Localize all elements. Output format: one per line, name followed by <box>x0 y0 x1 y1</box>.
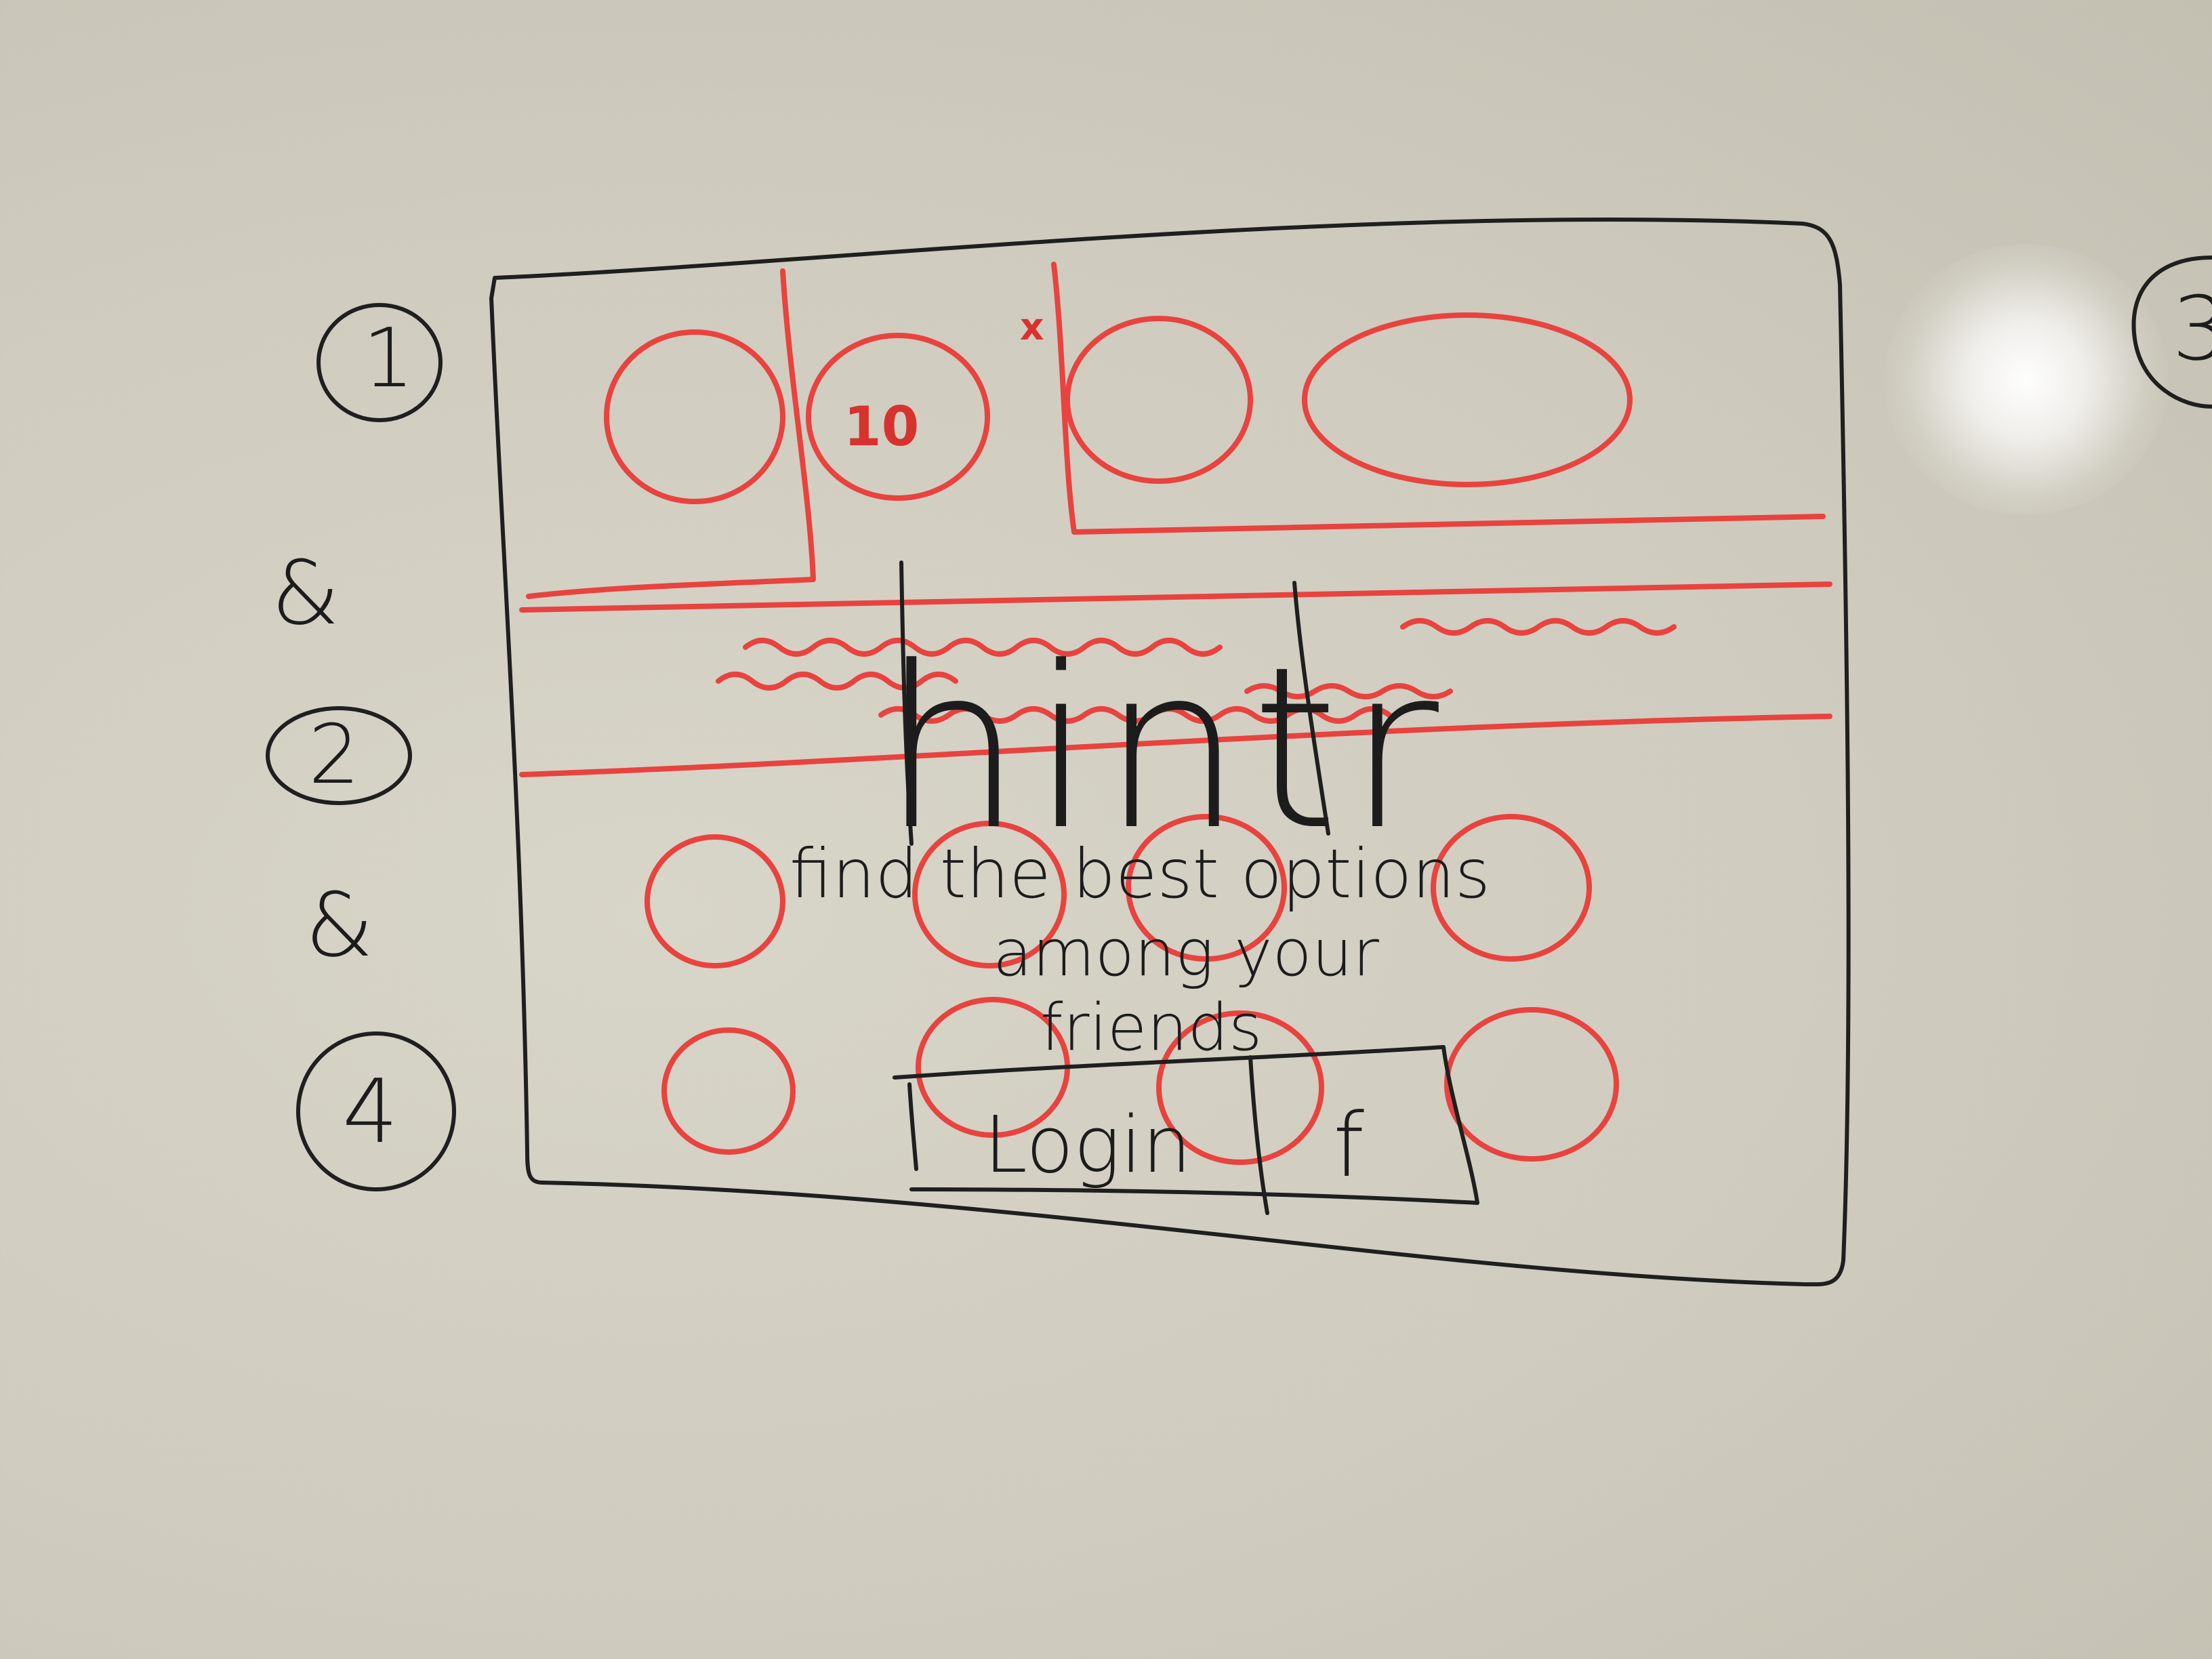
step-label-2: 2 <box>308 708 361 802</box>
step-label-ampersand-1: & <box>271 541 340 644</box>
step-circle-4 <box>296 1031 456 1191</box>
step-label-4: 4 <box>342 1060 398 1163</box>
login-box-divider <box>1248 1055 1269 1215</box>
login-button[interactable]: Login <box>928 1098 1247 1193</box>
step-label-3-cut: 3 <box>2172 277 2212 380</box>
step-circle-2 <box>266 706 412 805</box>
logo-stroke-t-tall <box>1292 581 1330 836</box>
close-icon[interactable]: x <box>1020 305 1044 348</box>
avatar-circle-1 <box>604 329 785 504</box>
step-circle-3-partial <box>2131 255 2212 409</box>
friend-circle-r2-1 <box>661 1027 796 1155</box>
section-divider-top <box>519 581 1832 613</box>
step-circle-1 <box>316 303 443 422</box>
login-box-outline <box>893 1045 1479 1205</box>
tagline-line-1: find the best options <box>790 834 1490 914</box>
squiggle-line-2 <box>1400 618 1677 636</box>
section-divider-bottom <box>519 714 1832 777</box>
login-button-label: Login <box>983 1100 1192 1191</box>
squiggle-line-1 <box>743 638 1223 657</box>
phone-frame <box>489 217 1851 1287</box>
friend-circle-r1-3 <box>1126 814 1287 962</box>
friend-circle-r2-4 <box>1444 1007 1619 1162</box>
facebook-login-button[interactable]: f <box>1274 1094 1423 1197</box>
squiggle-line-5 <box>1244 683 1453 699</box>
login-box-left-edge <box>907 1082 918 1171</box>
avatar-circle-4 <box>1302 312 1633 487</box>
avatar-circle-2-badged <box>806 333 990 501</box>
squiggle-line-4 <box>878 706 1392 724</box>
step-label-1: 1 <box>363 312 415 406</box>
friend-circle-r1-4 <box>1431 814 1592 962</box>
squiggle-line-3 <box>716 672 958 691</box>
friend-circle-r2-3 <box>1156 1010 1324 1165</box>
avatar-circle-3 <box>1065 316 1253 484</box>
app-logo: hintr <box>881 619 1448 879</box>
panel-left-outline <box>526 268 816 599</box>
friend-circle-r1-1 <box>644 834 785 968</box>
friend-circle-r1-2 <box>912 821 1067 968</box>
tagline-line-2: among your <box>993 916 1379 991</box>
facebook-icon: f <box>1333 1094 1364 1197</box>
panel-right-outline <box>1051 262 1826 535</box>
logo-stroke-h-tall <box>899 560 914 846</box>
step-label-ampersand-2: & <box>305 874 374 977</box>
tagline-line-3: friends <box>1040 991 1263 1065</box>
notification-count: 10 <box>844 395 920 458</box>
